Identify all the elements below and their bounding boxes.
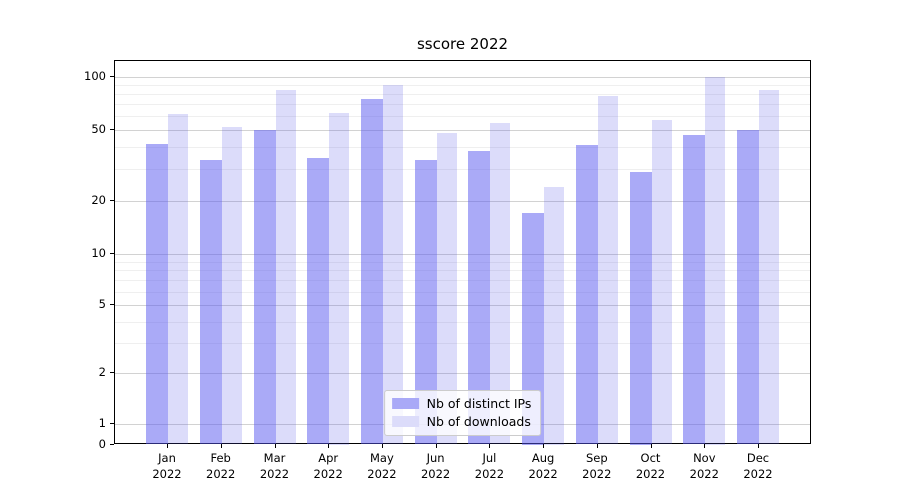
gridline-minor-40: [115, 147, 810, 149]
x-tick-label-may: May 2022: [367, 451, 397, 481]
y-tick-mark-0: [110, 443, 114, 445]
x-tick-mark-jun: [435, 444, 437, 448]
legend-swatch-downloads: [391, 416, 419, 427]
y-tick-label-10: 10: [91, 245, 106, 260]
bar-oct-distinct-ips: [629, 172, 652, 445]
x-tick-label-dec: Dec 2022: [743, 451, 773, 481]
x-tick-mark-jul: [489, 444, 491, 448]
x-tick-label-nov: Nov 2022: [689, 451, 719, 481]
x-tick-mark-dec: [758, 444, 759, 448]
gridline-minor-6: [115, 291, 810, 293]
legend-swatch-distinct-ips: [391, 398, 419, 409]
bar-jul-distinct-ips: [468, 151, 491, 445]
gridline-minor-80: [115, 94, 810, 96]
bar-jul-downloads: [490, 122, 511, 445]
x-tick-mark-jan: [167, 444, 168, 448]
y-tick-mark-100: [110, 76, 114, 77]
y-tick-label-20: 20: [91, 192, 106, 207]
legend-item-distinct-ips: Nb of distinct IPs: [391, 396, 532, 411]
gridline-major-100: [115, 77, 810, 78]
gridline-minor-30: [115, 169, 810, 171]
bar-aug-distinct-ips: [522, 213, 545, 445]
y-tick-mark-50: [110, 129, 114, 131]
y-tick-label-50: 50: [91, 122, 106, 137]
x-tick-label-jun: Jun 2022: [420, 451, 451, 481]
plot-area: Nb of distinct IPs Nb of downloads: [114, 60, 811, 445]
bar-mar-distinct-ips: [253, 130, 276, 445]
x-tick-mark-oct: [650, 444, 652, 448]
bar-nov-distinct-ips: [683, 134, 706, 445]
bar-aug-downloads: [544, 186, 565, 445]
bar-nov-downloads: [705, 77, 726, 445]
x-tick-mark-apr: [328, 444, 330, 448]
gridline-minor-7: [115, 280, 810, 282]
x-tick-mark-sep: [596, 444, 598, 448]
bar-may-downloads: [382, 85, 403, 445]
bar-oct-downloads: [651, 120, 672, 445]
bar-apr-downloads: [329, 112, 350, 445]
bar-apr-distinct-ips: [307, 157, 330, 445]
x-tick-label-aug: Aug 2022: [528, 451, 558, 481]
x-tick-mark-nov: [704, 444, 706, 448]
x-tick-label-mar: Mar 2022: [259, 451, 290, 481]
bar-feb-downloads: [221, 127, 242, 445]
y-tick-mark-2: [110, 371, 114, 373]
y-tick-mark-20: [110, 199, 114, 201]
gridline-minor-70: [115, 104, 810, 106]
gridline-minor-60: [115, 116, 810, 118]
y-tick-mark-1: [110, 423, 114, 425]
x-tick-label-oct: Oct 2022: [635, 451, 666, 481]
bar-feb-distinct-ips: [199, 159, 222, 445]
y-tick-label-100: 100: [84, 69, 106, 83]
legend: Nb of distinct IPs Nb of downloads: [383, 390, 542, 436]
gridline-minor-4: [115, 321, 810, 323]
x-tick-label-jan: Jan 2022: [152, 451, 182, 481]
x-tick-mark-may: [381, 444, 383, 448]
y-tick-mark-10: [110, 252, 114, 254]
bar-dec-downloads: [759, 90, 779, 445]
y-tick-label-2: 2: [98, 364, 106, 379]
x-tick-label-jul: Jul 2022: [474, 451, 505, 481]
chart-title: sscore 2022: [416, 35, 509, 53]
gridline-major-50: [115, 130, 810, 132]
bar-sep-downloads: [597, 96, 618, 445]
bar-mar-downloads: [275, 90, 296, 445]
gridline-major-2: [115, 372, 810, 374]
bar-dec-distinct-ips: [737, 130, 759, 445]
y-tick-mark-5: [110, 304, 114, 306]
x-tick-mark-aug: [543, 444, 545, 448]
y-tick-label-5: 5: [98, 297, 106, 312]
bar-jun-distinct-ips: [414, 159, 437, 445]
gridline-minor-8: [115, 270, 810, 272]
gridline-major-10: [115, 253, 810, 255]
gridline-minor-3: [115, 342, 810, 344]
bar-jan-downloads: [168, 113, 188, 445]
bar-jan-distinct-ips: [146, 143, 168, 445]
legend-label-distinct-ips: Nb of distinct IPs: [426, 396, 532, 411]
gridline-minor-90: [115, 85, 810, 87]
bar-may-distinct-ips: [360, 99, 383, 445]
legend-label-downloads: Nb of downloads: [426, 414, 531, 429]
legend-item-downloads: Nb of downloads: [391, 414, 532, 429]
x-tick-label-apr: Apr 2022: [313, 451, 343, 481]
x-tick-mark-mar: [274, 444, 276, 448]
bar-sep-distinct-ips: [575, 145, 598, 445]
y-tick-label-0: 0: [98, 436, 106, 451]
bar-jun-downloads: [436, 133, 457, 445]
x-tick-label-feb: Feb 2022: [206, 451, 236, 481]
x-tick-mark-feb: [220, 444, 222, 448]
y-tick-label-1: 1: [98, 416, 106, 431]
gridline-major-20: [115, 200, 810, 202]
x-tick-label-sep: Sep 2022: [582, 451, 612, 481]
gridline-minor-9: [115, 261, 810, 263]
gridline-major-5: [115, 305, 810, 307]
